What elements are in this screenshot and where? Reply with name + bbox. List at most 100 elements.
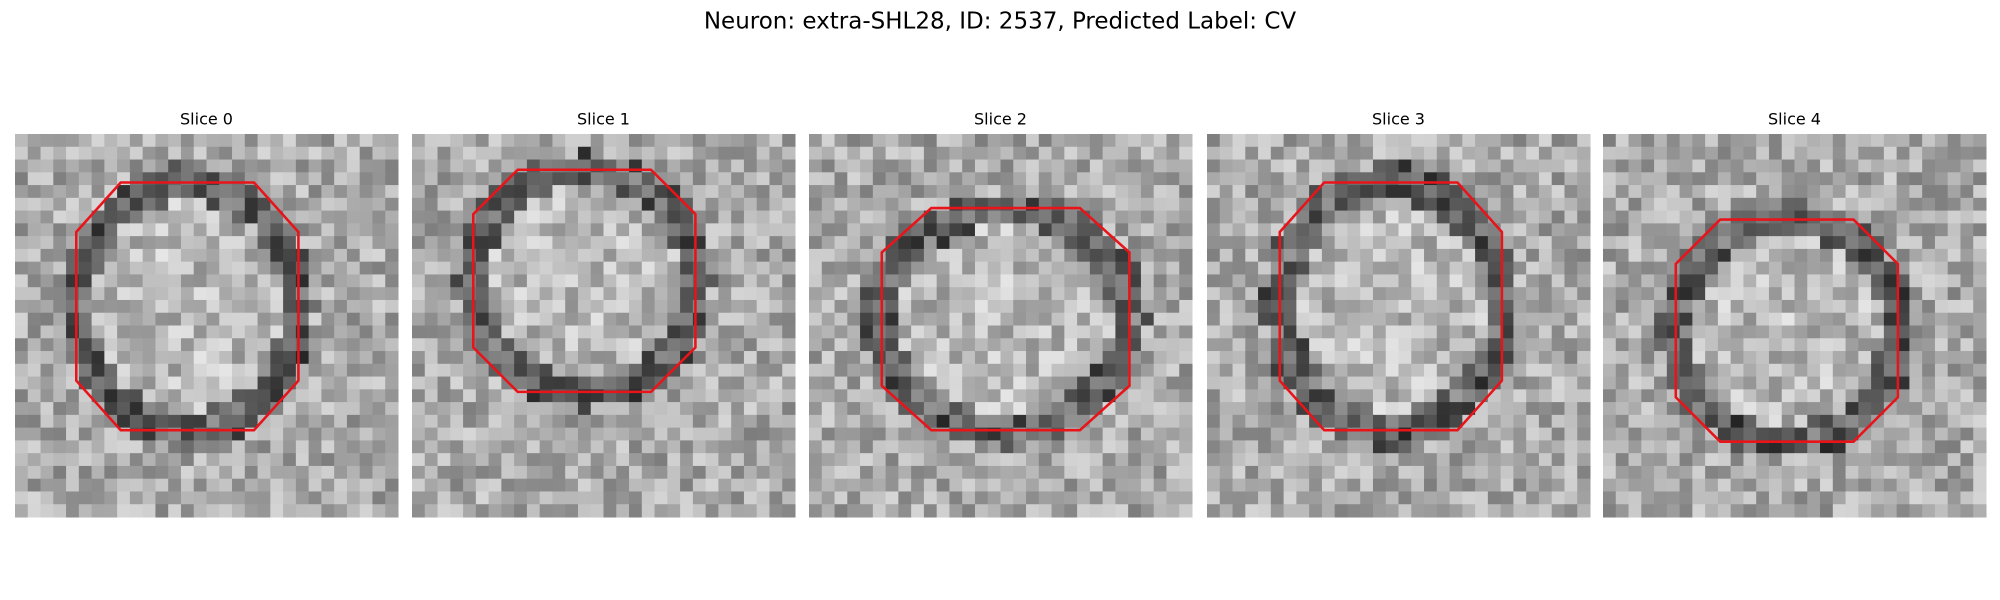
pixel [1411,325,1425,339]
pixel [847,172,861,186]
pixel [1089,159,1104,173]
pixel [526,274,541,288]
pixel [1538,389,1553,403]
pixel [1013,274,1027,288]
pixel [1526,261,1540,275]
pixel [809,159,823,173]
pixel [680,491,694,505]
pixel [1000,159,1014,173]
pixel [629,504,643,518]
pixel [769,134,783,148]
pixel [91,427,105,441]
pixel [1283,453,1297,467]
pixel [1538,402,1553,416]
pixel [257,299,271,314]
pixel [654,287,668,301]
pixel [769,236,783,250]
pixel [1115,376,1129,390]
pixel [91,134,105,148]
pixel [654,197,668,212]
pixel [552,312,566,327]
pixel [501,312,515,327]
pixel [1794,427,1808,441]
pixel [1258,325,1272,339]
pixel [718,414,732,429]
pixel [1743,159,1757,173]
pixel [1219,440,1234,454]
pixel [1526,351,1540,365]
pixel [346,185,361,199]
pixel [577,478,592,492]
pixel [705,427,719,441]
pixel [743,172,758,186]
pixel [1462,312,1476,327]
pixel [206,236,220,250]
pixel [219,146,233,161]
pixel [1807,159,1821,173]
pixel [1270,363,1285,378]
pixel [1179,236,1193,250]
pixel [1577,134,1591,148]
pixel [1128,312,1142,327]
pixel [1960,210,1974,224]
pixel [1283,185,1297,199]
pixel [974,363,989,378]
pixel [782,146,796,161]
pixel [1064,491,1078,505]
pixel [1896,376,1910,390]
pixel [1551,159,1565,173]
pixel [1462,261,1476,275]
pixel [1730,389,1744,403]
pixel [731,389,745,403]
pixel [155,134,169,148]
pixel [1909,325,1923,339]
pixel [1411,478,1425,492]
pixel [308,504,322,518]
pixel [539,440,553,454]
pixel [424,402,439,416]
pixel [1883,389,1898,403]
pixel [1372,453,1387,467]
pixel [270,478,284,492]
pixel [91,299,105,314]
pixel [257,440,271,454]
pixel [424,134,439,148]
pixel [1564,146,1578,161]
pixel [1666,504,1681,518]
pixel [731,376,745,390]
pixel [616,376,630,390]
pixel [514,338,528,352]
pixel [911,210,925,224]
pixel [1768,159,1783,173]
pixel [949,287,963,301]
pixel [718,389,732,403]
pixel [1487,248,1502,263]
pixel [782,465,796,480]
pixel [359,427,373,441]
pixel [1934,172,1949,186]
pixel [1896,185,1910,199]
pixel [1321,363,1336,378]
pixel [15,210,29,224]
pixel [1321,223,1336,237]
pixel [1436,287,1451,301]
pixel [1538,185,1553,199]
pixel [1232,312,1246,327]
pixel [1628,236,1642,250]
pixel [603,261,617,275]
pixel [834,261,848,275]
pixel [1051,338,1065,352]
pixel [66,427,80,441]
pixel [488,453,502,467]
pixel [1666,236,1681,250]
pixel [1947,172,1961,186]
pixel [911,427,925,441]
pixel [1654,504,1668,518]
pixel [1526,427,1540,441]
pixel [1756,414,1770,429]
pixel [155,146,169,161]
pixel [1577,325,1591,339]
pixel [552,261,566,275]
pixel [1934,274,1949,288]
pixel [244,478,259,492]
